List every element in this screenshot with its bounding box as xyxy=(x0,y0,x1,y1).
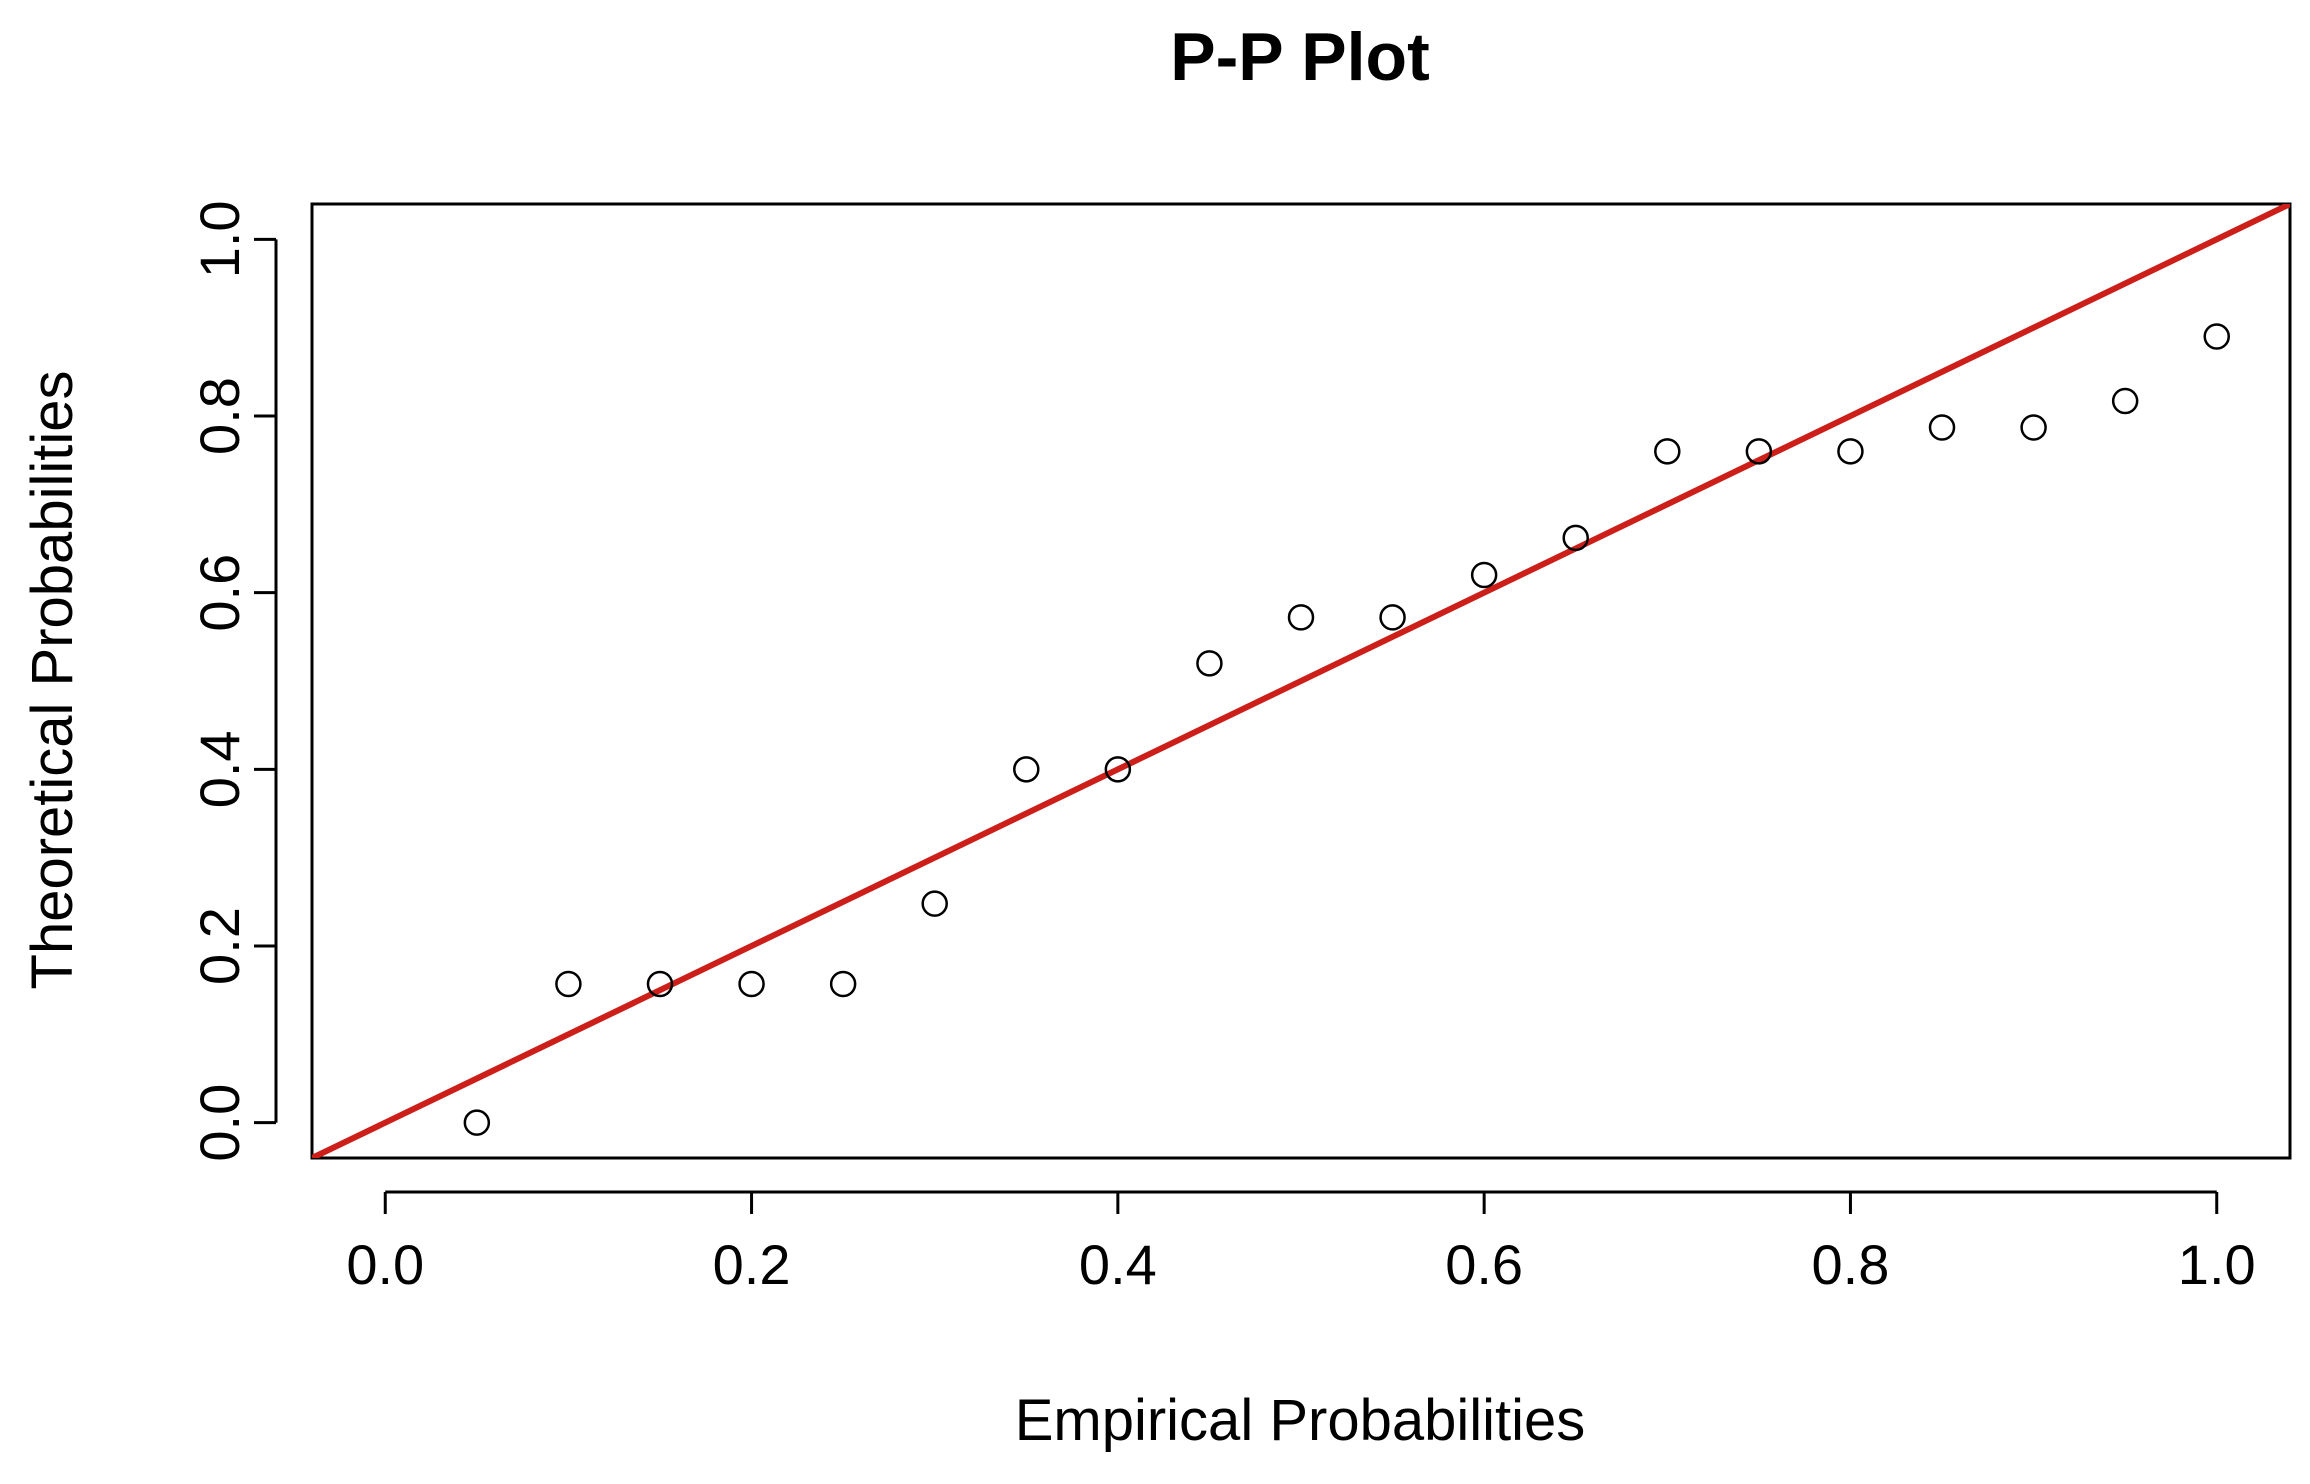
data-point xyxy=(2111,387,2139,415)
data-point xyxy=(2203,323,2230,350)
y-axis-title: Theoretical Probabilities xyxy=(20,371,85,990)
reference-line xyxy=(312,204,2290,1158)
x-axis: 0.0 0.2 0.4 0.6 0.8 1.0 xyxy=(346,1190,2256,1296)
data-point xyxy=(2020,414,2047,441)
data-point xyxy=(1745,438,1773,465)
y-tick-label: 1.0 xyxy=(188,200,251,278)
data-point xyxy=(555,970,582,998)
chart-title: P-P Plot xyxy=(1170,19,1429,95)
data-point xyxy=(1013,756,1040,783)
data-point xyxy=(1654,438,1681,465)
y-tick-label: 0.4 xyxy=(188,730,251,808)
data-point xyxy=(829,970,857,998)
data-point xyxy=(1104,756,1132,783)
x-axis-title: Empirical Probabilities xyxy=(1015,1388,1586,1453)
data-point xyxy=(921,890,948,917)
x-tick-label: 0.6 xyxy=(1445,1233,1523,1296)
y-tick-label: 0.2 xyxy=(188,907,251,985)
y-tick-label: 0.6 xyxy=(188,554,251,632)
data-point xyxy=(1470,561,1498,589)
data-point xyxy=(1562,524,1589,552)
data-point xyxy=(738,970,765,998)
data-point xyxy=(1928,414,1956,441)
data-point xyxy=(1837,438,1864,465)
data-point xyxy=(463,1109,491,1136)
y-tick-label: 0.8 xyxy=(188,377,251,455)
x-tick-label: 0.8 xyxy=(1812,1233,1890,1296)
data-point xyxy=(1196,650,1223,677)
y-tick-label: 0.0 xyxy=(188,1084,251,1162)
data-point xyxy=(646,970,674,998)
plot-area xyxy=(312,204,2290,1158)
plot-frame xyxy=(310,202,2292,1160)
x-tick-label: 1.0 xyxy=(2178,1233,2256,1296)
x-tick-label: 0.4 xyxy=(1079,1233,1157,1296)
x-tick-label: 0.2 xyxy=(713,1233,791,1296)
y-axis: 0.0 0.2 0.4 0.6 0.8 1.0 xyxy=(188,200,278,1162)
data-point xyxy=(1379,604,1406,631)
data-point xyxy=(1287,604,1315,631)
x-tick-label: 0.0 xyxy=(346,1233,424,1296)
